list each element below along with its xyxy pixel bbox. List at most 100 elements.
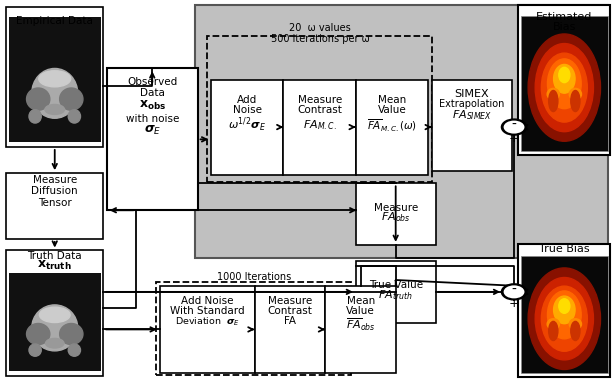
FancyBboxPatch shape bbox=[356, 80, 428, 174]
Ellipse shape bbox=[29, 110, 41, 123]
Text: 500 iterations per ω: 500 iterations per ω bbox=[271, 34, 370, 44]
Circle shape bbox=[502, 119, 526, 135]
FancyBboxPatch shape bbox=[283, 80, 356, 174]
Ellipse shape bbox=[46, 339, 64, 348]
Text: $FA_{SIMEX}$: $FA_{SIMEX}$ bbox=[452, 108, 492, 122]
Text: $FA_{truth}$: $FA_{truth}$ bbox=[378, 288, 413, 302]
Text: FA: FA bbox=[284, 317, 296, 327]
Ellipse shape bbox=[68, 110, 81, 123]
Text: Deviation  $\boldsymbol{\sigma}_E$: Deviation $\boldsymbol{\sigma}_E$ bbox=[175, 315, 240, 328]
Text: Contrast: Contrast bbox=[268, 306, 313, 316]
Ellipse shape bbox=[554, 296, 575, 324]
Text: -: - bbox=[512, 118, 516, 132]
FancyBboxPatch shape bbox=[254, 286, 325, 373]
Text: Observed: Observed bbox=[127, 77, 177, 87]
Text: Truth Data: Truth Data bbox=[28, 251, 82, 261]
Text: Noise: Noise bbox=[233, 105, 262, 115]
Ellipse shape bbox=[60, 88, 83, 110]
Text: Measure: Measure bbox=[268, 296, 312, 306]
Ellipse shape bbox=[535, 278, 593, 360]
Ellipse shape bbox=[541, 286, 587, 351]
Ellipse shape bbox=[571, 322, 580, 340]
Ellipse shape bbox=[547, 88, 559, 100]
Text: 1000 Iterations: 1000 Iterations bbox=[217, 272, 291, 282]
Text: With Standard: With Standard bbox=[170, 306, 245, 316]
Ellipse shape bbox=[39, 71, 71, 87]
Text: $FA_{M.C.}$: $FA_{M.C.}$ bbox=[303, 118, 336, 132]
Ellipse shape bbox=[528, 268, 601, 369]
Ellipse shape bbox=[535, 44, 593, 132]
Text: Add: Add bbox=[237, 95, 257, 105]
Text: $\overline{FA}_{obs}$: $\overline{FA}_{obs}$ bbox=[346, 317, 376, 334]
FancyBboxPatch shape bbox=[107, 68, 198, 210]
Text: Estimated: Estimated bbox=[536, 12, 593, 22]
Ellipse shape bbox=[571, 90, 580, 112]
Text: $FA_{obs}$: $FA_{obs}$ bbox=[381, 211, 410, 224]
FancyBboxPatch shape bbox=[6, 251, 103, 376]
Text: Bias: Bias bbox=[553, 22, 576, 32]
FancyBboxPatch shape bbox=[356, 183, 436, 245]
Ellipse shape bbox=[39, 307, 70, 323]
Ellipse shape bbox=[549, 322, 558, 340]
Text: True Bias: True Bias bbox=[539, 244, 590, 254]
Ellipse shape bbox=[541, 53, 587, 122]
Ellipse shape bbox=[45, 105, 65, 114]
Text: Value: Value bbox=[378, 105, 407, 115]
Text: Add Noise: Add Noise bbox=[181, 296, 233, 306]
Text: True Value: True Value bbox=[368, 280, 423, 290]
Text: Measure
Diffusion
Tensor: Measure Diffusion Tensor bbox=[31, 175, 78, 208]
FancyBboxPatch shape bbox=[9, 17, 101, 142]
Ellipse shape bbox=[559, 299, 570, 313]
FancyBboxPatch shape bbox=[160, 286, 254, 373]
FancyBboxPatch shape bbox=[325, 286, 395, 373]
Text: 20  ω values: 20 ω values bbox=[290, 23, 351, 33]
Ellipse shape bbox=[559, 67, 570, 83]
Circle shape bbox=[504, 120, 524, 134]
Text: -: - bbox=[512, 283, 516, 297]
Text: Data: Data bbox=[140, 88, 164, 98]
Text: Extrapolation: Extrapolation bbox=[439, 99, 505, 109]
FancyBboxPatch shape bbox=[521, 256, 608, 373]
FancyBboxPatch shape bbox=[521, 16, 608, 151]
FancyBboxPatch shape bbox=[432, 80, 512, 171]
Text: $\mathbf{x}_{\mathbf{obs}}$: $\mathbf{x}_{\mathbf{obs}}$ bbox=[139, 99, 166, 112]
Text: +: + bbox=[509, 297, 519, 310]
Text: $\mathbf{x}_{\mathbf{truth}}$: $\mathbf{x}_{\mathbf{truth}}$ bbox=[38, 259, 72, 272]
Ellipse shape bbox=[549, 90, 558, 112]
Ellipse shape bbox=[32, 68, 78, 118]
Ellipse shape bbox=[26, 323, 50, 345]
Ellipse shape bbox=[32, 305, 78, 351]
Text: +: + bbox=[509, 132, 519, 145]
Text: SIMEX: SIMEX bbox=[455, 89, 489, 99]
Ellipse shape bbox=[60, 323, 83, 345]
FancyBboxPatch shape bbox=[211, 80, 283, 174]
Text: $\overline{FA}_{M.C.}(\omega)$: $\overline{FA}_{M.C.}(\omega)$ bbox=[367, 117, 417, 134]
Ellipse shape bbox=[547, 319, 559, 329]
FancyBboxPatch shape bbox=[518, 5, 610, 156]
Ellipse shape bbox=[68, 344, 81, 356]
Ellipse shape bbox=[554, 64, 575, 93]
Text: Measure: Measure bbox=[373, 203, 418, 213]
Ellipse shape bbox=[569, 319, 582, 329]
Text: Empirical Data: Empirical Data bbox=[16, 15, 93, 25]
FancyBboxPatch shape bbox=[156, 282, 351, 375]
FancyBboxPatch shape bbox=[6, 173, 103, 239]
Ellipse shape bbox=[548, 291, 581, 339]
Text: Mean: Mean bbox=[347, 296, 375, 306]
FancyBboxPatch shape bbox=[207, 36, 432, 181]
FancyBboxPatch shape bbox=[518, 244, 610, 377]
Text: Measure: Measure bbox=[298, 95, 342, 105]
FancyBboxPatch shape bbox=[356, 261, 436, 323]
Text: Contrast: Contrast bbox=[297, 105, 342, 115]
FancyBboxPatch shape bbox=[9, 273, 101, 371]
Ellipse shape bbox=[29, 344, 41, 356]
Ellipse shape bbox=[528, 34, 601, 141]
Text: $\boldsymbol{\sigma}_E$: $\boldsymbol{\sigma}_E$ bbox=[144, 124, 161, 137]
Text: Mean: Mean bbox=[378, 95, 406, 105]
Text: with noise: with noise bbox=[126, 113, 179, 124]
Ellipse shape bbox=[548, 59, 581, 109]
Text: $\omega^{1/2}\boldsymbol{\sigma}_E$: $\omega^{1/2}\boldsymbol{\sigma}_E$ bbox=[229, 115, 266, 134]
Ellipse shape bbox=[569, 88, 582, 100]
Circle shape bbox=[504, 285, 524, 298]
Ellipse shape bbox=[26, 88, 50, 110]
